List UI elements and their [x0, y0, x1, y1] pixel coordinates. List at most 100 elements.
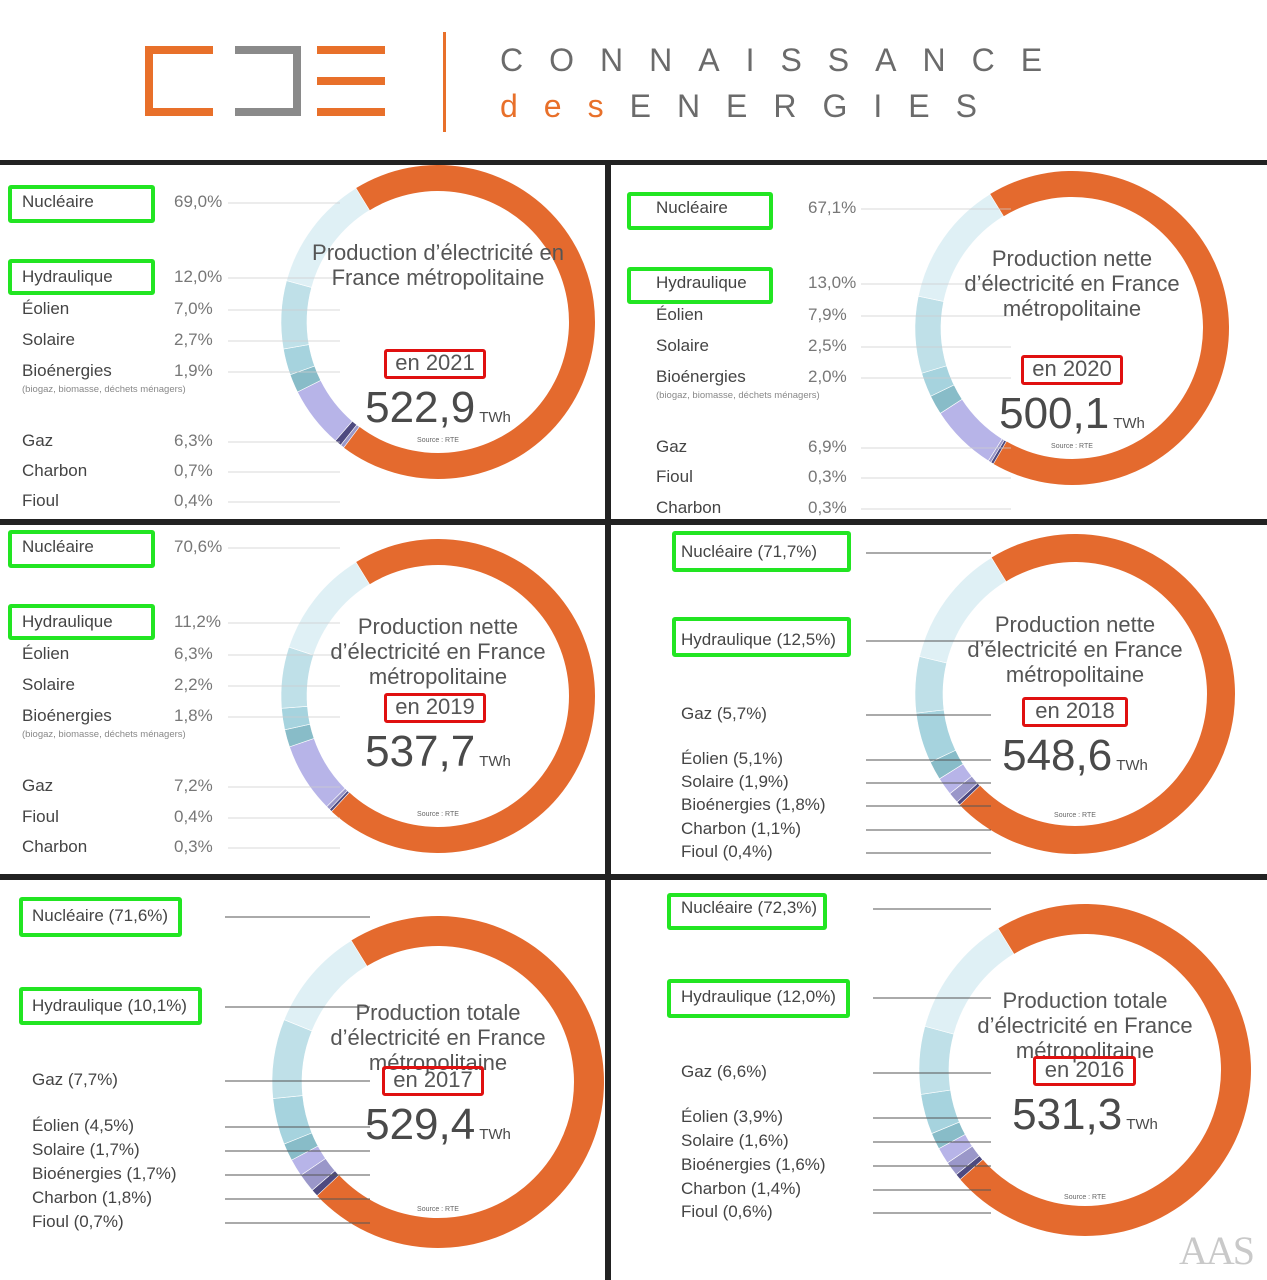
legend-row-solaire: Solaire 2,7% — [22, 330, 213, 350]
legend-label: Nucléaire — [656, 198, 728, 217]
slice-nucleaire — [317, 916, 604, 1248]
donut-total-value: 522,9 — [365, 383, 476, 432]
highlight-year — [1022, 697, 1128, 727]
legend-row-gaz: Gaz 7,2% — [22, 776, 213, 796]
donut-source: Source : RTE — [417, 1206, 459, 1213]
legend-row-bioenergies: Bioénergies (1,7%) — [32, 1164, 177, 1183]
legend-row-solaire: Solaire (1,7%) — [32, 1140, 140, 1159]
slice-hydraulique — [288, 561, 370, 656]
legend-row-solaire: Solaire (1,9%) — [681, 772, 789, 791]
legend-row-eolien: Éolien 7,0% — [22, 299, 213, 319]
chart-panel-2020: Nucléaire 67,1% Hydraulique 13,0% Éolien 7,9%… — [611, 165, 1267, 519]
legend-label: Solaire — [22, 675, 75, 694]
legend-percent: 0,3% — [808, 467, 847, 486]
donut-year: en 2019 — [395, 694, 475, 719]
donut-year: en 2017 — [393, 1067, 473, 1092]
legend-row-charbon: Charbon 0,7% — [22, 461, 213, 481]
highlight-nucleaire — [8, 530, 155, 568]
legend-label: Hydraulique — [22, 612, 113, 631]
legend-row-charbon: Charbon (1,4%) — [681, 1179, 802, 1198]
donut-source: Source : RTE — [417, 437, 459, 444]
legend-row-eolien: Éolien (3,9%) — [681, 1107, 784, 1126]
legend-label: Nucléaire — [22, 537, 94, 556]
legend-percent: 2,2% — [174, 675, 213, 694]
legend-label: Hydraulique — [22, 267, 113, 286]
chart-panel-2019: Nucléaire 70,6% Hydraulique 11,2% Éolien 6,3%… — [0, 525, 605, 874]
chart-panel-2017: Nucléaire (71,6%) Hydraulique (10,1%) Gaz … — [0, 880, 605, 1280]
legend-percent: 7,0% — [174, 299, 213, 318]
legend-percent: 2,7% — [174, 330, 213, 349]
legend-label: Bioénergies — [656, 367, 746, 386]
watermark: AAS — [1178, 1228, 1255, 1273]
grid-line-middle-2 — [0, 874, 1267, 880]
legend-label: Bioénergies — [22, 706, 112, 725]
donut-source: Source : RTE — [1051, 443, 1093, 450]
legend-row-bioenergies: Bioénergies 1,9% — [22, 361, 213, 381]
slice-gaz — [914, 656, 948, 714]
legend-label: Bioénergies — [22, 361, 112, 380]
highlight-hydraulique — [8, 604, 155, 640]
legend-row-hydraulique: Hydraulique (10,1%) — [32, 996, 187, 1015]
donut-title: Production nette d’électricité en France… — [330, 614, 546, 689]
legend-row-nucleaire: Nucléaire 69,0% — [22, 192, 222, 212]
legend-percent: 6,3% — [174, 644, 213, 663]
legend-label: Solaire — [656, 336, 709, 355]
donut-total-unit: TWh — [1113, 415, 1145, 432]
slice-nucleaire — [331, 539, 595, 853]
donut-source: Source : RTE — [417, 811, 459, 818]
donut-total-unit: TWh — [1116, 757, 1148, 774]
legend-percent: 6,3% — [174, 431, 213, 450]
slice-hydraulique — [283, 940, 368, 1032]
donut-total: 500,1 TWh — [952, 389, 1192, 439]
legend-label: Gaz — [22, 776, 54, 795]
brand-energies: ENERGIES — [629, 88, 1003, 124]
donut-svg — [861, 171, 1229, 510]
legend-row-fioul: Fioul (0,6%) — [681, 1202, 773, 1221]
legend-percent: 0,3% — [174, 837, 213, 856]
legend-label: Charbon — [22, 837, 88, 856]
legend-percent: 13,0% — [808, 273, 857, 292]
highlight-nucleaire — [19, 897, 182, 937]
highlight-nucleaire — [8, 185, 155, 223]
header: CONNAISSANCE desENERGIES — [0, 0, 1267, 160]
legend-percent: 0,3% — [808, 498, 847, 517]
legend-row-bioenergies: Bioénergies 2,0% — [656, 367, 847, 387]
legend-row-gaz: Gaz 6,3% — [22, 431, 213, 451]
chart-panel-2021: Nucléaire 69,0% Hydraulique 12,0% Éolien 7,0%… — [0, 165, 605, 519]
donut-total-value: 548,6 — [1002, 731, 1113, 780]
legend-percent: 6,9% — [808, 437, 847, 456]
legend-percent: 12,0% — [174, 267, 223, 286]
legend-row-hydraulique: Hydraulique (12,0%) — [681, 987, 836, 1006]
slice-hydraulique — [924, 928, 1015, 1035]
highlight-year — [1021, 355, 1123, 385]
highlight-nucleaire — [627, 192, 773, 230]
bioenergies-note: (biogaz, biomasse, déchets ménagers) — [22, 384, 186, 395]
legend-row-charbon: Charbon 0,3% — [22, 837, 213, 857]
legend-percent: 0,4% — [174, 807, 213, 826]
legend-label: Éolien — [22, 644, 70, 663]
slice-hydraulique — [917, 193, 1004, 302]
donut-total: 522,9 TWh — [318, 383, 558, 433]
legend-row-gaz: Gaz (6,6%) — [681, 1062, 767, 1081]
legend-row-nucleaire: Nucléaire (71,6%) — [32, 906, 169, 925]
donut-total-unit: TWh — [479, 409, 511, 426]
donut-total-value: 500,1 — [999, 389, 1110, 438]
donut-title: Production d’électricité en France métro… — [312, 240, 564, 290]
legend-row-nucleaire: Nucléaire (71,7%) — [681, 542, 818, 561]
logo-e-shape — [317, 46, 385, 116]
bioenergies-note: (biogaz, biomasse, déchets ménagers) — [22, 729, 186, 740]
legend-row-hydraulique: Hydraulique (12,5%) — [681, 630, 836, 649]
legend-label: Charbon — [22, 461, 88, 480]
legend-row-hydraulique: Hydraulique 13,0% — [656, 273, 856, 293]
legend-row-charbon: Charbon (1,1%) — [681, 819, 802, 838]
legend-label: Gaz — [22, 431, 54, 450]
legend-row-hydraulique: Hydraulique 11,2% — [22, 612, 221, 632]
legend-row-charbon: Charbon (1,8%) — [32, 1188, 153, 1207]
slice-eolien — [280, 280, 313, 350]
legend-row-solaire: Solaire (1,6%) — [681, 1131, 789, 1150]
legend-row-eolien: Éolien (4,5%) — [32, 1116, 135, 1135]
legend-row-bioenergies: Bioénergies (1,8%) — [681, 795, 826, 814]
legend-label: Éolien — [22, 299, 70, 318]
brand-des: des — [500, 88, 630, 124]
legend-row-eolien: Éolien (5,1%) — [681, 749, 784, 768]
